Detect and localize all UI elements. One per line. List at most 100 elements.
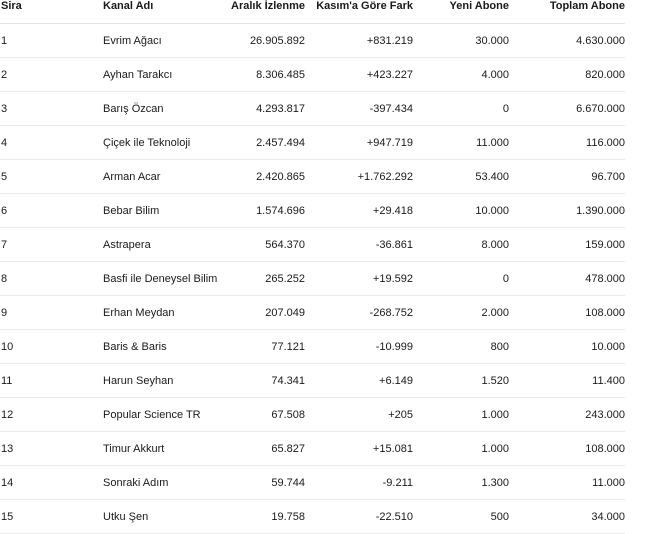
cell-diff: +1.762.292: [305, 159, 413, 194]
cell-channel-name: Arman Acar: [102, 159, 228, 194]
table-row: 5 Arman Acar 2.420.865 +1.762.292 53.400 96.7…: [0, 159, 625, 194]
cell-total-subs: 11.000: [509, 465, 625, 500]
cell-total-subs: 96.700: [509, 159, 625, 194]
cell-total-subs: 11.400: [509, 363, 625, 398]
cell-rank: 5: [0, 159, 102, 194]
cell-views: 564.370: [228, 227, 305, 262]
cell-new-subs: 10.000: [413, 193, 509, 228]
cell-new-subs: 800: [413, 329, 509, 364]
cell-rank: 8: [0, 261, 102, 296]
header-channel: Kanal Adı: [102, 0, 228, 24]
table-row: 1 Evrim Ağacı 26.905.892 +831.219 30.000 4.63…: [0, 23, 625, 58]
cell-rank: 12: [0, 397, 102, 432]
cell-new-subs: 1.000: [413, 431, 509, 466]
table-row: 6 Bebar Bilim 1.574.696 +29.418 10.000 1.390.…: [0, 193, 625, 228]
cell-channel-name: Ayhan Tarakcı: [102, 57, 228, 92]
cell-rank: 1: [0, 23, 102, 58]
channel-ranking-table-wrapper: Sira Kanal Adı Aralık İzlenme Kasım'a Gö…: [0, 0, 625, 534]
cell-views: 59.744: [228, 465, 305, 500]
cell-channel-name: Erhan Meydan: [102, 295, 228, 330]
cell-channel-name: Basfi ile Deneysel Bilim: [102, 261, 228, 296]
cell-total-subs: 820.000: [509, 57, 625, 92]
cell-diff: -10.999: [305, 329, 413, 364]
header-views: Aralık İzlenme: [228, 0, 305, 24]
header-rank: Sira: [0, 0, 102, 24]
cell-channel-name: Baris & Baris: [102, 329, 228, 364]
cell-total-subs: 10.000: [509, 329, 625, 364]
header-new-subs: Yeni Abone: [413, 0, 509, 24]
table-body: 1 Evrim Ağacı 26.905.892 +831.219 30.000 4.63…: [0, 23, 625, 534]
cell-views: 207.049: [228, 295, 305, 330]
cell-diff: -268.752: [305, 295, 413, 330]
cell-new-subs: 30.000: [413, 23, 509, 58]
header-diff: Kasım'a Göre Fark: [305, 0, 413, 24]
cell-total-subs: 34.000: [509, 499, 625, 534]
cell-rank: 7: [0, 227, 102, 262]
cell-new-subs: 0: [413, 91, 509, 126]
cell-new-subs: 500: [413, 499, 509, 534]
cell-views: 8.306.485: [228, 57, 305, 92]
cell-rank: 10: [0, 329, 102, 364]
cell-diff: +947.719: [305, 125, 413, 160]
cell-diff: +15.081: [305, 431, 413, 466]
cell-channel-name: Popular Science TR: [102, 397, 228, 432]
cell-new-subs: 11.000: [413, 125, 509, 160]
cell-channel-name: Bebar Bilim: [102, 193, 228, 228]
cell-views: 65.827: [228, 431, 305, 466]
cell-new-subs: 2.000: [413, 295, 509, 330]
table-row: 4 Çiçek ile Teknoloji 2.457.494 +947.719 11.…: [0, 125, 625, 160]
table-row: 2 Ayhan Tarakcı 8.306.485 +423.227 4.000 820.…: [0, 57, 625, 92]
cell-total-subs: 159.000: [509, 227, 625, 262]
cell-diff: +6.149: [305, 363, 413, 398]
cell-views: 77.121: [228, 329, 305, 364]
cell-channel-name: Astrapera: [102, 227, 228, 262]
cell-rank: 9: [0, 295, 102, 330]
cell-new-subs: 1.000: [413, 397, 509, 432]
cell-total-subs: 243.000: [509, 397, 625, 432]
cell-new-subs: 53.400: [413, 159, 509, 194]
cell-diff: -9.211: [305, 465, 413, 500]
cell-rank: 2: [0, 57, 102, 92]
cell-diff: -397.434: [305, 91, 413, 126]
cell-rank: 14: [0, 465, 102, 500]
cell-rank: 13: [0, 431, 102, 466]
table-row: 12 Popular Science TR 67.508 +205 1.000 243.0…: [0, 397, 625, 432]
cell-total-subs: 1.390.000: [509, 193, 625, 228]
cell-total-subs: 116.000: [509, 125, 625, 160]
cell-views: 265.252: [228, 261, 305, 296]
cell-views: 2.420.865: [228, 159, 305, 194]
cell-channel-name: Timur Akkurt: [102, 431, 228, 466]
cell-new-subs: 4.000: [413, 57, 509, 92]
table-row: 8 Basfi ile Deneysel Bilim 265.252 +19.592 0…: [0, 261, 625, 296]
cell-views: 4.293.817: [228, 91, 305, 126]
cell-views: 1.574.696: [228, 193, 305, 228]
cell-channel-name: Barış Özcan: [102, 91, 228, 126]
cell-new-subs: 1.300: [413, 465, 509, 500]
cell-channel-name: Evrim Ağacı: [102, 23, 228, 58]
cell-total-subs: 6.670.000: [509, 91, 625, 126]
cell-diff: +423.227: [305, 57, 413, 92]
cell-new-subs: 0: [413, 261, 509, 296]
cell-views: 2.457.494: [228, 125, 305, 160]
table-row: 13 Timur Akkurt 65.827 +15.081 1.000 108.000: [0, 431, 625, 466]
table-row: 15 Utku Şen 19.758 -22.510 500 34.000: [0, 499, 625, 534]
cell-total-subs: 108.000: [509, 431, 625, 466]
cell-views: 19.758: [228, 499, 305, 534]
cell-rank: 4: [0, 125, 102, 160]
header-row: Sira Kanal Adı Aralık İzlenme Kasım'a Gö…: [0, 0, 625, 24]
cell-rank: 15: [0, 499, 102, 534]
channel-ranking-table: Sira Kanal Adı Aralık İzlenme Kasım'a Gö…: [0, 0, 625, 534]
cell-total-subs: 478.000: [509, 261, 625, 296]
cell-diff: +29.418: [305, 193, 413, 228]
table-row: 3 Barış Özcan 4.293.817 -397.434 0 6.670.000: [0, 91, 625, 126]
cell-diff: +19.592: [305, 261, 413, 296]
table-row: 11 Harun Seyhan 74.341 +6.149 1.520 11.400: [0, 363, 625, 398]
cell-rank: 3: [0, 91, 102, 126]
cell-rank: 6: [0, 193, 102, 228]
table-row: 9 Erhan Meydan 207.049 -268.752 2.000 108.000: [0, 295, 625, 330]
cell-channel-name: Harun Seyhan: [102, 363, 228, 398]
table-row: 7 Astrapera 564.370 -36.861 8.000 159.000: [0, 227, 625, 262]
cell-rank: 11: [0, 363, 102, 398]
cell-new-subs: 8.000: [413, 227, 509, 262]
cell-diff: +831.219: [305, 23, 413, 58]
